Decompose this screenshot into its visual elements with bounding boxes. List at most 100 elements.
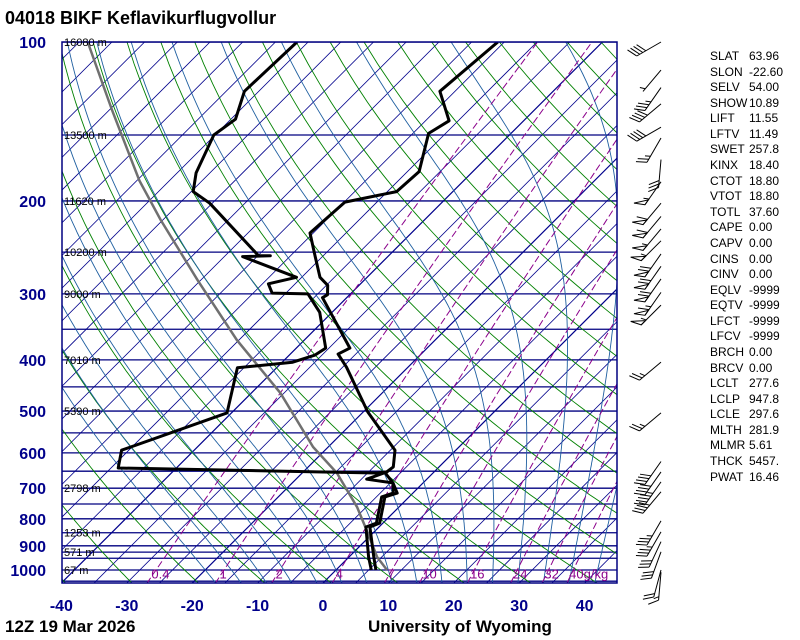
barb-pennant — [633, 199, 650, 206]
index-row: SLAT 63.96 — [710, 49, 783, 65]
barb-full-feather — [637, 110, 648, 116]
wind-barb — [629, 412, 662, 432]
wind-barb — [640, 551, 662, 580]
wind-barb — [633, 278, 662, 303]
barb-full-feather — [638, 502, 650, 506]
pressure-tick-label: 700 — [19, 481, 46, 498]
sounding-traces — [86, 42, 499, 571]
index-row: LIFT 11.55 — [710, 111, 783, 127]
index-value: 10.89 — [749, 95, 780, 110]
barb-staff — [648, 541, 662, 568]
height-label: 10200 m — [64, 247, 107, 259]
wind-barb — [632, 202, 662, 226]
barb-full-feather — [639, 548, 651, 551]
pressure-tick-label: 800 — [19, 512, 46, 529]
index-name: EQLV — [710, 282, 742, 297]
height-label: 13500 m — [64, 130, 107, 142]
barb-staff — [639, 412, 662, 432]
index-row: TOTL 37.60 — [710, 205, 783, 221]
index-value: 37.60 — [749, 204, 780, 219]
barb-full-feather — [630, 47, 641, 55]
isotherm — [420, 386, 617, 583]
barb-staff — [646, 520, 662, 546]
barb-half-feather — [653, 596, 660, 600]
isotherm — [485, 451, 617, 583]
barb-staff — [642, 69, 662, 92]
dry-adiabat — [295, 42, 617, 396]
index-row: PWAT 16.46 — [710, 470, 783, 486]
index-value: -9999 — [749, 298, 780, 313]
barb-full-feather — [635, 489, 648, 493]
isotherm — [62, 42, 276, 256]
index-row: MLMR 5.61 — [710, 438, 783, 454]
index-name: SELV — [710, 80, 740, 95]
index-value: 63.96 — [749, 49, 780, 63]
mixing-ratio-label: 40g/kg — [569, 566, 608, 581]
wind-barb — [635, 520, 662, 546]
barb-pennant — [630, 320, 647, 326]
wind-barb — [639, 69, 662, 92]
isotherm — [62, 42, 505, 485]
moist-adiabat — [66, 42, 368, 583]
moist-adiabat — [450, 42, 568, 583]
index-row: EQTV -9999 — [710, 298, 783, 314]
mixing-ratio-line — [146, 42, 539, 583]
index-value: 5457. — [749, 454, 780, 469]
barb-full-feather — [637, 281, 650, 285]
wind-barb — [633, 266, 662, 290]
wind-barb — [642, 569, 662, 600]
height-label: 2798 m — [64, 483, 101, 495]
wind-barb — [630, 240, 662, 262]
isotherm — [0, 30, 58, 592]
barb-full-feather — [630, 132, 641, 140]
index-name: LCLE — [710, 407, 741, 422]
barb-full-feather — [636, 229, 648, 234]
index-name: LFCT — [710, 313, 740, 328]
height-label: 67 m — [64, 565, 88, 577]
index-value: 0.00 — [749, 267, 773, 282]
barb-full-feather — [633, 502, 646, 506]
barb-full-feather — [629, 117, 640, 123]
barb-staff — [644, 461, 662, 485]
barb-half-feather — [640, 317, 647, 321]
isotherm — [62, 42, 473, 453]
wind-barb — [632, 228, 662, 251]
mixing-ratio-label: 32 — [544, 566, 558, 581]
background-lines — [0, 30, 617, 592]
barb-full-feather — [637, 102, 650, 106]
moist-adiabat — [594, 484, 617, 583]
wind-barb — [633, 481, 662, 506]
isotherm — [322, 288, 617, 583]
isotherm — [62, 42, 211, 191]
index-name: TOTL — [710, 204, 741, 219]
barb-full-feather — [639, 484, 652, 487]
barb-full-feather — [639, 494, 652, 497]
barb-staff — [646, 531, 662, 557]
wind-barb — [632, 216, 662, 239]
barb-pennant — [633, 309, 650, 316]
index-row: LFCT -9999 — [710, 314, 783, 330]
index-value: 5.61 — [749, 438, 773, 453]
barb-full-feather — [636, 504, 648, 509]
moist-adiabat — [62, 303, 268, 583]
barb-full-feather — [637, 307, 650, 311]
index-value: 947.8 — [749, 391, 780, 406]
index-name: SLON — [710, 64, 743, 79]
index-name: LIFT — [710, 111, 735, 126]
index-value: 18.80 — [749, 189, 780, 204]
moist-adiabat — [62, 196, 318, 583]
index-name: SLAT — [710, 49, 740, 63]
mixing-ratio-label: 10 — [422, 566, 436, 581]
index-name: CINV — [710, 267, 739, 282]
barb-staff — [658, 159, 662, 188]
barb-full-feather — [639, 278, 652, 282]
barb-full-feather — [635, 543, 648, 546]
isotherm — [0, 30, 26, 592]
index-name: BRCV — [710, 360, 744, 375]
mixing-ratio-line — [270, 68, 617, 583]
mixing-ratio-label: 2 — [275, 566, 282, 581]
barb-full-feather — [634, 112, 646, 118]
dry-adiabat — [62, 349, 266, 583]
